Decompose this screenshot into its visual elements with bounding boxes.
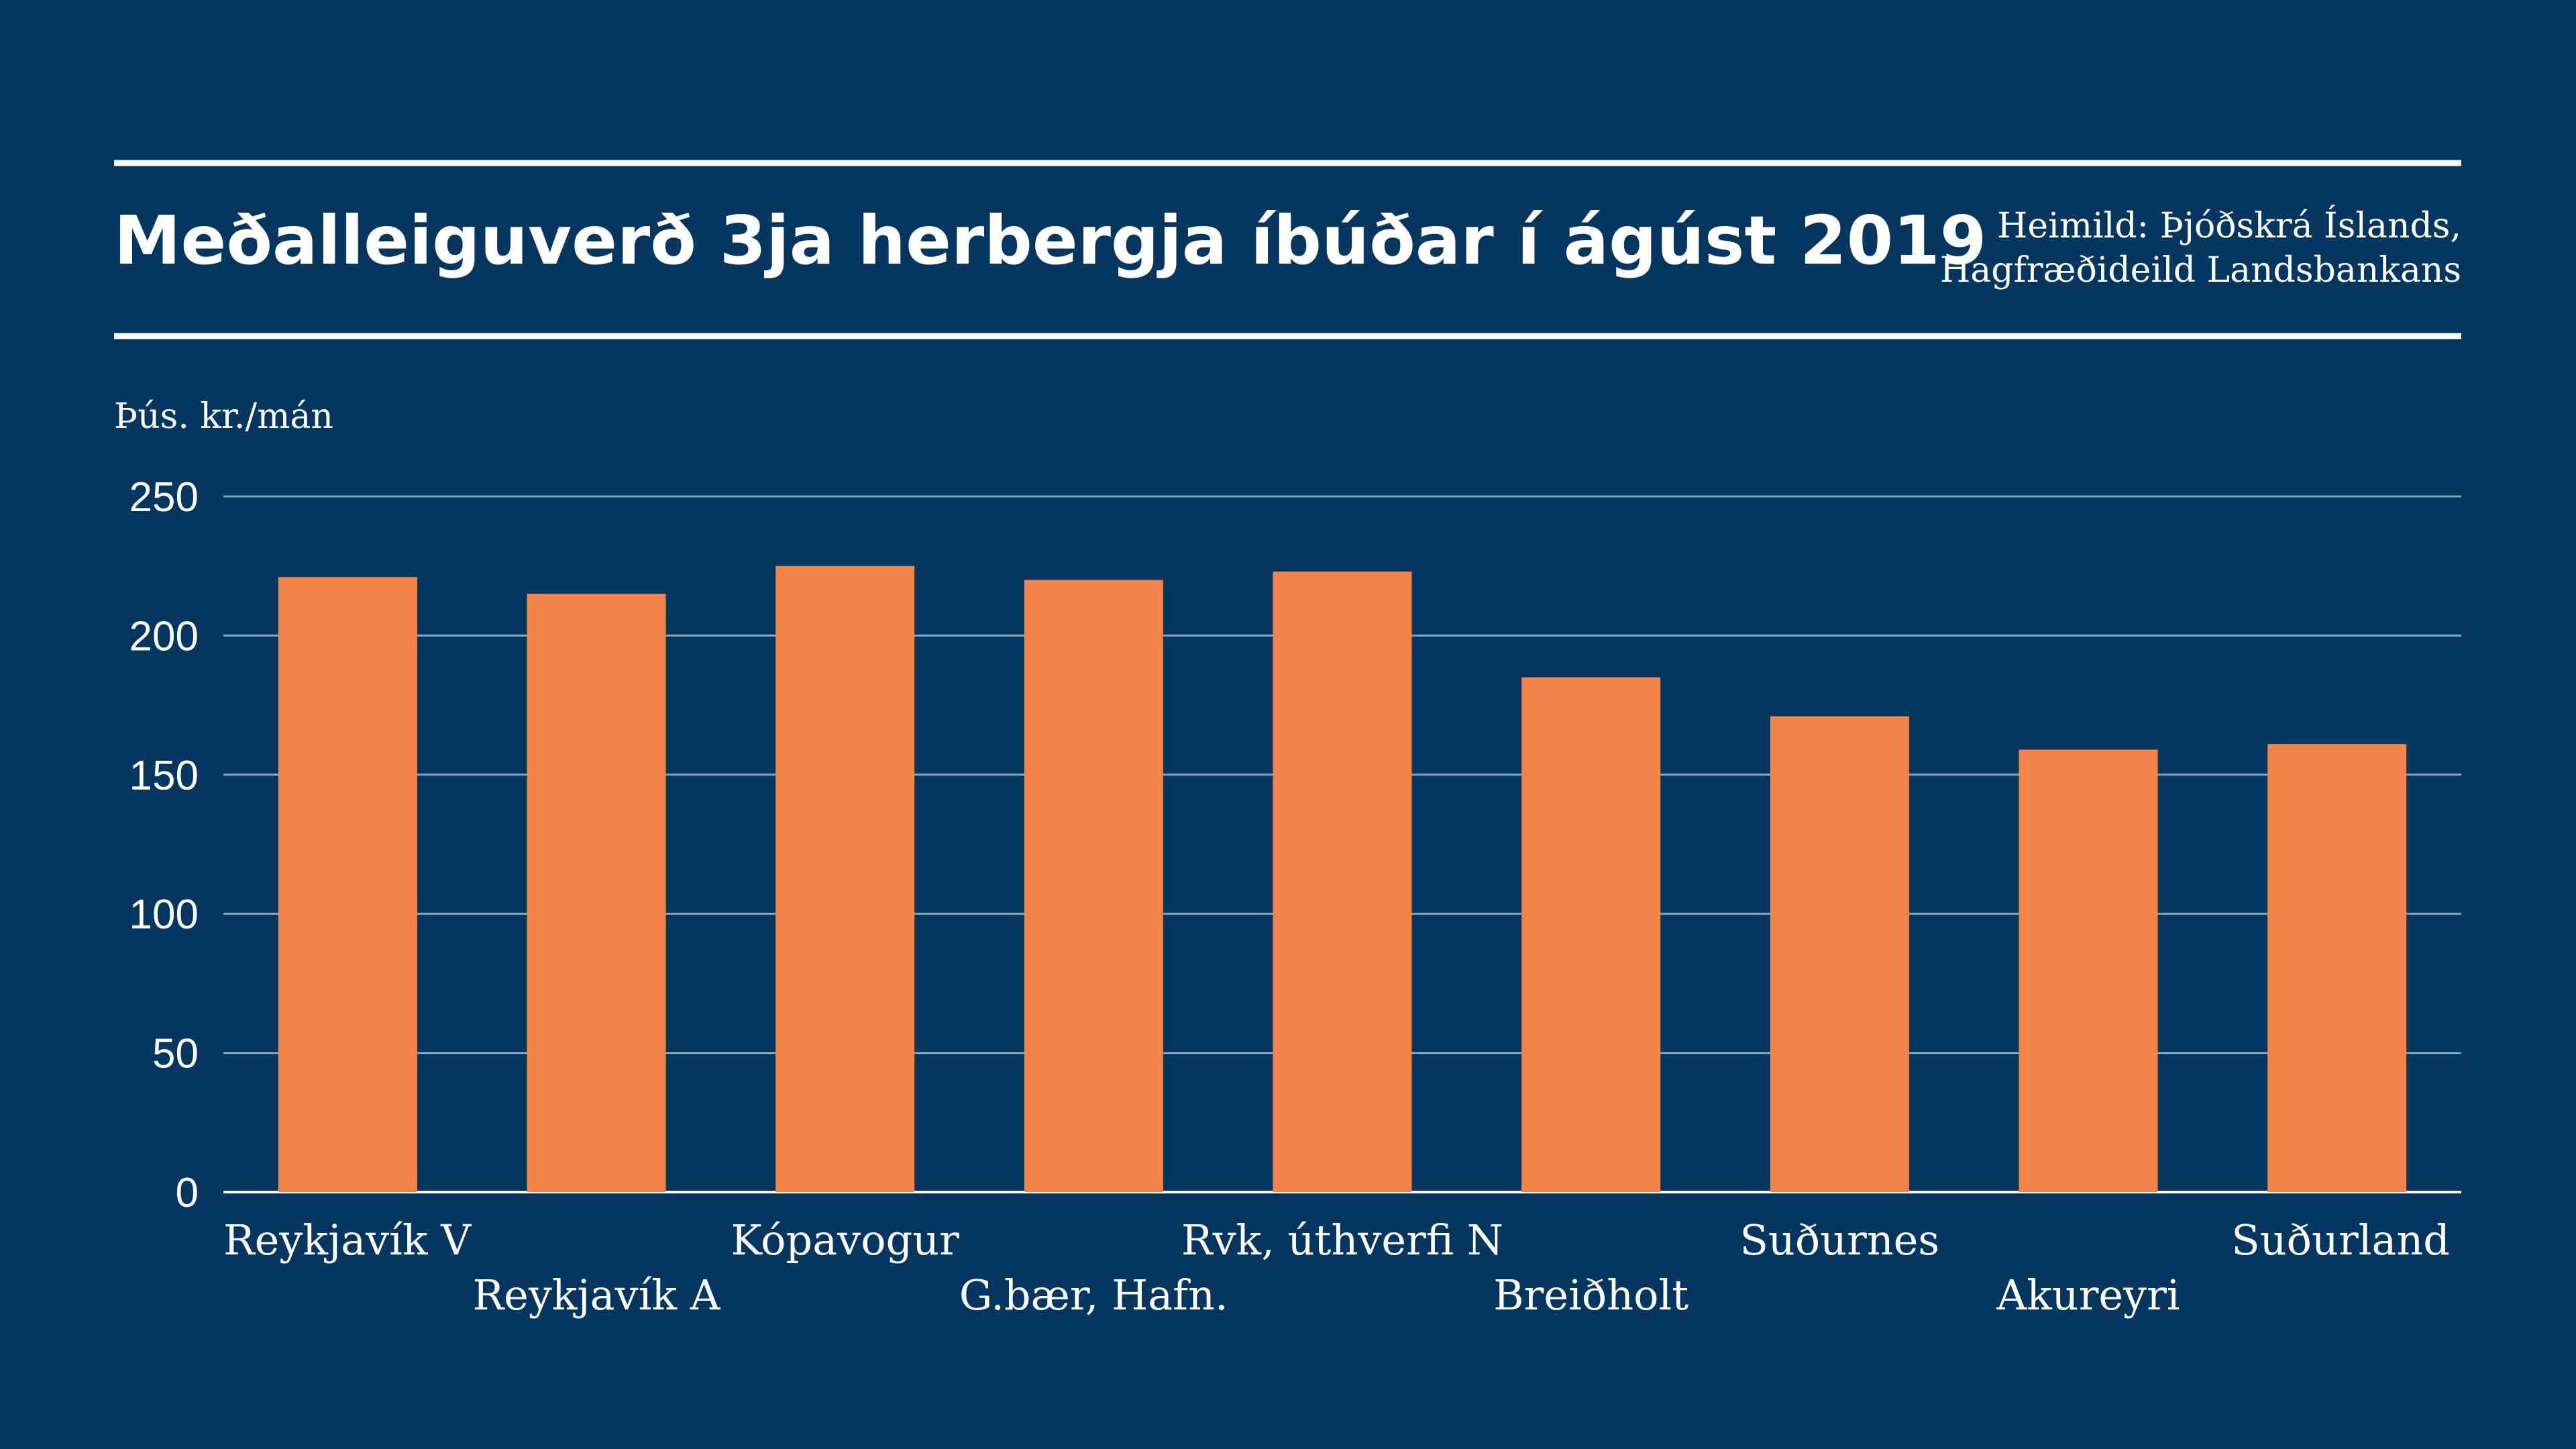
x-tick-label: Reykjavík A xyxy=(472,1271,720,1320)
y-tick-labels: 0 50 100 150 200 250 xyxy=(129,474,199,1216)
bar xyxy=(2267,744,2407,1192)
x-tick-label: Kópavogur xyxy=(731,1216,960,1265)
y-tick-label: 200 xyxy=(129,613,199,659)
x-tick-label: G.bær, Hafn. xyxy=(959,1271,1228,1320)
bar xyxy=(775,566,915,1192)
y-tick-label: 150 xyxy=(129,753,199,799)
y-tick-label: 250 xyxy=(129,474,199,521)
y-tick-label: 0 xyxy=(176,1170,199,1216)
x-tick-label: Reykjavík V xyxy=(223,1216,472,1265)
bar xyxy=(2019,749,2158,1192)
x-tick-label: Suðurland xyxy=(2231,1216,2450,1265)
bar xyxy=(1521,677,1661,1192)
source-line-2: Hagfræðideild Landsbankans xyxy=(1940,250,2461,290)
y-axis-label: Þús. kr./mán xyxy=(114,396,333,437)
bar xyxy=(527,594,666,1192)
chart-title: Meðalleiguverð 3ja herbergja íbúðar í ág… xyxy=(114,201,1986,280)
source-line-1: Heimild: Þjóðskrá Íslands, xyxy=(1997,205,2461,246)
bar xyxy=(278,577,417,1192)
y-tick-label: 50 xyxy=(152,1031,199,1077)
x-tick-label: Suðurnes xyxy=(1739,1216,1939,1265)
x-tick-label: Breiðholt xyxy=(1493,1271,1688,1320)
y-tick-label: 100 xyxy=(129,892,199,938)
bar xyxy=(1024,580,1163,1192)
bar xyxy=(1273,571,1412,1192)
x-tick-label: Rvk, úthverfi N xyxy=(1181,1216,1503,1265)
bar xyxy=(1770,716,1909,1192)
x-tick-label: Akureyri xyxy=(1996,1271,2180,1320)
bars xyxy=(278,566,2407,1192)
